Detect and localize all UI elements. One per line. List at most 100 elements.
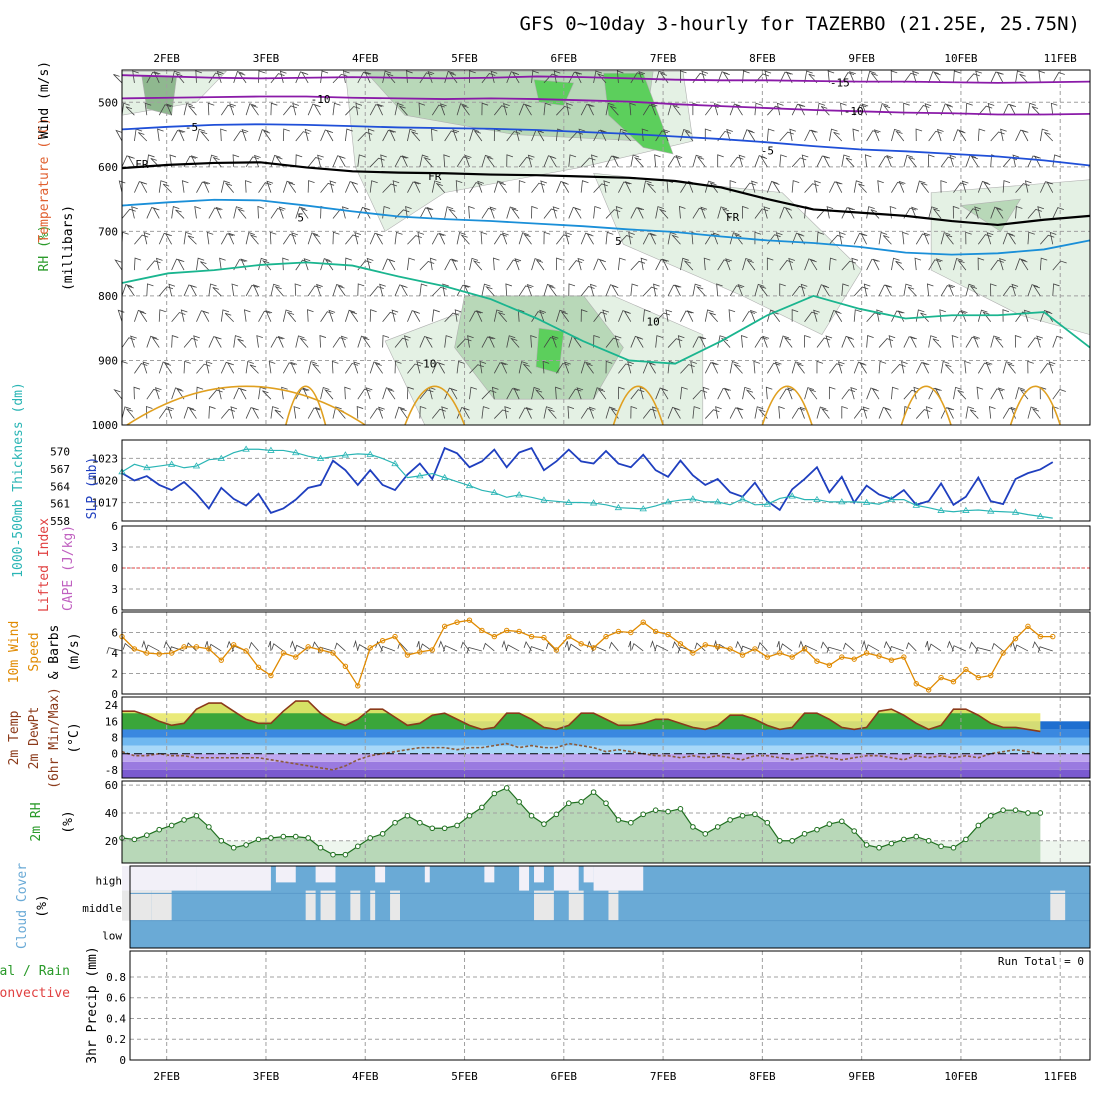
cloud-row-label: low <box>102 929 122 942</box>
wind-barb <box>287 182 297 193</box>
wind-barb <box>216 70 224 84</box>
wind10-point <box>727 646 733 652</box>
wind-barb <box>876 309 883 322</box>
wind-barb <box>543 231 551 245</box>
wind-barb <box>354 232 362 245</box>
wind-barb <box>766 362 780 374</box>
wind-barb <box>969 409 979 419</box>
wind-barb <box>257 205 265 219</box>
wind-barb <box>961 180 969 193</box>
wind-barb <box>121 284 133 297</box>
wind-barb <box>939 309 946 322</box>
wind-barb <box>717 71 729 84</box>
precip-ytick-label: 0 <box>119 1054 126 1067</box>
wind-barb <box>932 338 942 348</box>
wind10-barb <box>776 641 781 651</box>
rh-point <box>615 817 622 823</box>
wind-barb <box>407 386 414 400</box>
wind-barb <box>380 154 387 167</box>
wind10-point <box>441 623 448 630</box>
wind-barb <box>712 232 720 245</box>
wind-barb <box>356 405 364 419</box>
thickness-point <box>341 451 350 458</box>
wind-barb <box>228 232 235 245</box>
wind-barb <box>551 335 559 348</box>
wind-barb <box>400 284 408 297</box>
wind10-barb <box>650 640 657 652</box>
wind-barb <box>319 334 327 348</box>
wind-barb <box>224 182 234 193</box>
rh-point <box>354 843 361 850</box>
wind-barb <box>146 154 155 167</box>
wind-barb <box>640 257 648 271</box>
wind10-barb <box>294 644 309 652</box>
wind10-barb <box>628 641 632 651</box>
wind-barb <box>444 206 454 219</box>
wind-barb <box>435 182 445 193</box>
wind-barb <box>469 129 480 142</box>
cloud-high-clear-block <box>315 866 336 883</box>
wind-barb <box>143 231 151 245</box>
wind-barb <box>183 231 192 245</box>
wind-barb <box>936 128 944 142</box>
wind-barb <box>447 208 458 219</box>
wind10-barb <box>380 645 396 653</box>
wind-barb <box>548 285 557 297</box>
wind-barb <box>369 104 382 116</box>
wind-barb <box>580 309 588 322</box>
thickness-point <box>515 491 523 498</box>
thickness-point <box>217 454 225 461</box>
wind-barb <box>825 335 833 348</box>
ylabel-cloud-cover: Cloud Cover <box>15 863 30 949</box>
wind-barb <box>637 206 645 219</box>
wind10-barb <box>947 640 954 652</box>
wind-barb <box>207 102 215 116</box>
wind-barb <box>838 231 846 245</box>
wind-barb <box>220 233 234 245</box>
wind-barb <box>724 387 731 400</box>
wind-barb <box>1040 234 1055 245</box>
wind-barb <box>704 362 717 374</box>
ylabel-millibars: (millibars) <box>61 205 76 291</box>
upper-ytick-label: 800 <box>98 290 118 303</box>
wind-barb <box>870 209 880 219</box>
wind10-point <box>1000 650 1006 656</box>
thickness-point <box>143 463 151 471</box>
cloud-middle-gap <box>122 890 152 921</box>
wind10-point <box>566 633 572 640</box>
wind-barb <box>970 156 979 168</box>
wind-barb <box>568 388 582 400</box>
wind-barb <box>489 206 497 219</box>
wind-barb <box>695 286 706 297</box>
wind-barb <box>791 232 803 245</box>
wind-barb <box>171 312 186 322</box>
wind-barb <box>158 361 170 374</box>
wind-barb <box>994 337 1004 348</box>
slp-frame <box>121 439 1091 522</box>
rh-point <box>479 804 485 811</box>
wind-barb <box>593 70 603 83</box>
wind-barb <box>866 206 875 219</box>
wind-barb <box>729 103 741 116</box>
top-date-label: 6FEB <box>551 52 578 65</box>
wind-barb <box>945 364 954 374</box>
wind-barb <box>953 70 961 83</box>
wind-barb <box>873 129 881 142</box>
thickness-point <box>763 500 772 507</box>
wind-barb <box>642 286 658 297</box>
wind-barb <box>816 337 831 348</box>
rh-area <box>122 787 1041 863</box>
wind-barb <box>1011 283 1019 297</box>
wind-barb <box>245 180 252 193</box>
wind-barb <box>953 182 967 193</box>
wind-barb <box>903 72 918 84</box>
wind10-point <box>1037 633 1044 640</box>
wind10-barb <box>501 639 508 652</box>
thickness-point <box>242 445 250 452</box>
wind10-point <box>541 634 547 641</box>
wind-barb <box>379 283 386 297</box>
wind-barb <box>841 207 854 219</box>
wind-barb <box>258 310 271 322</box>
wind-barb <box>596 73 607 84</box>
wind10-point <box>379 638 386 644</box>
